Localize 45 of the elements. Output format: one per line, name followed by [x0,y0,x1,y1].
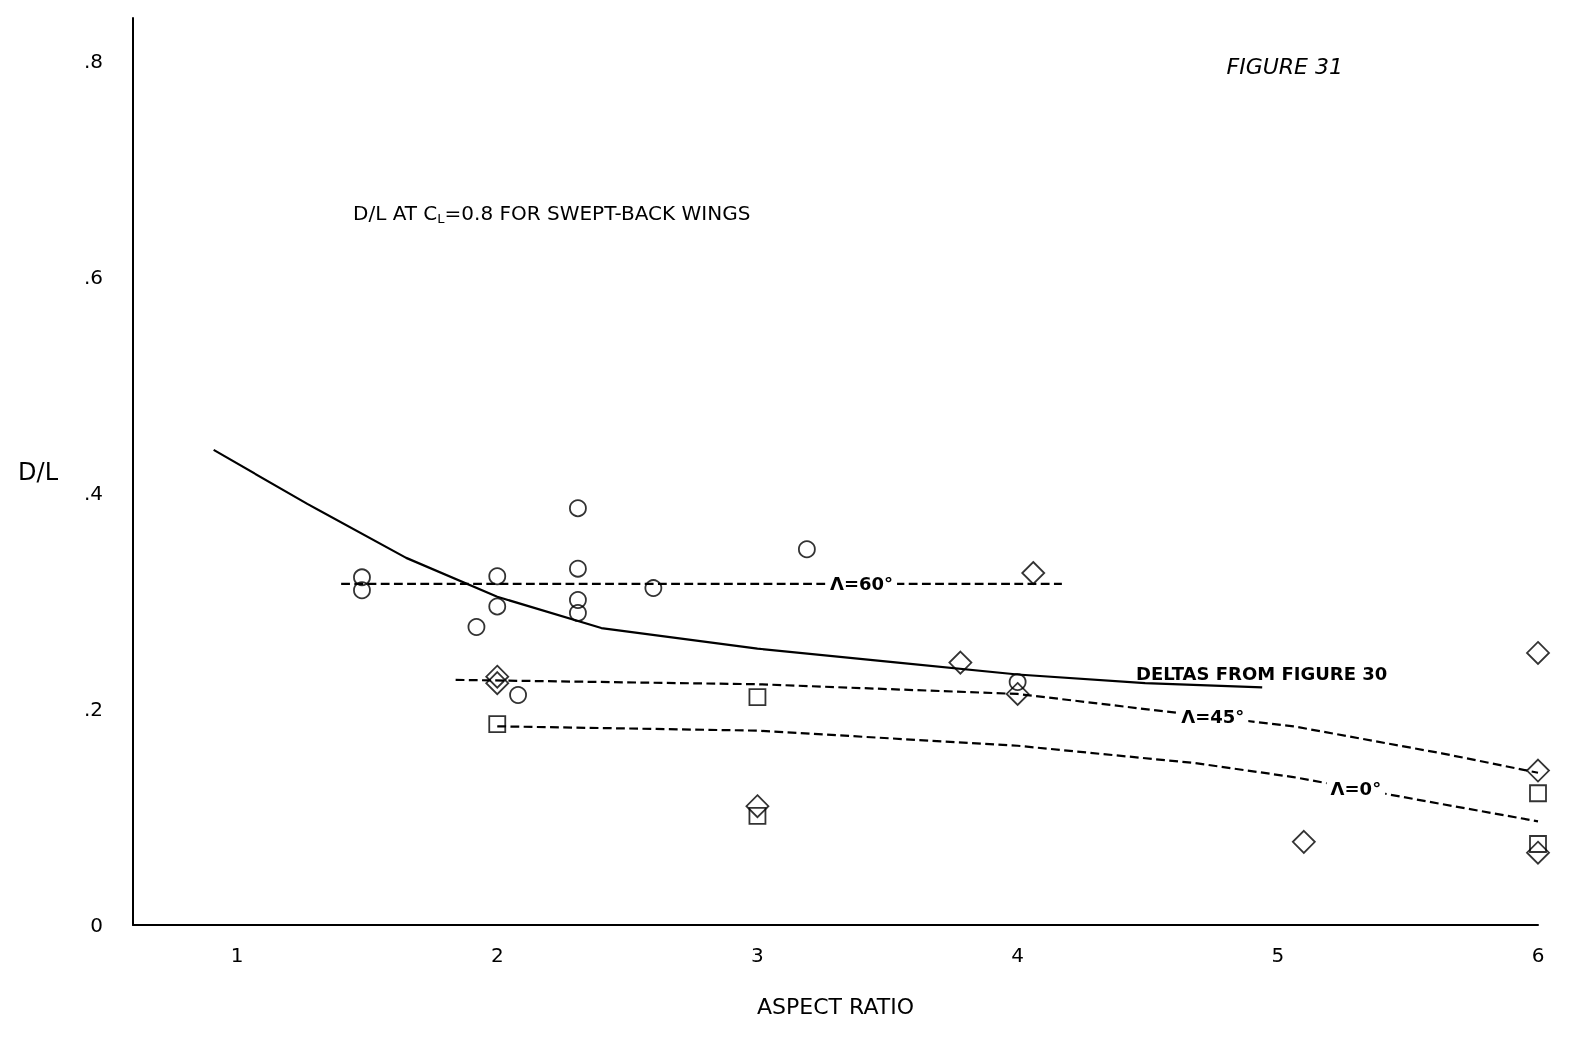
point [569,591,587,609]
point [1008,673,1027,691]
x-tick-label: 3 [751,943,764,967]
point [488,567,507,586]
point [353,568,371,587]
text: D/L AT CL=0.8 FOR SWEPT-BACK WINGS [353,201,751,226]
point [1529,784,1547,803]
point [798,540,816,559]
annotation: Λ=60° [829,573,894,595]
point [948,650,973,675]
y-axis-title: D/L [18,457,59,486]
point [488,597,507,616]
point [745,794,770,819]
point [1021,561,1046,585]
point [569,604,587,622]
text: FIGURE 31 [1226,53,1343,79]
point [1526,840,1550,865]
point [485,671,510,696]
y-tick-label: 0 [90,913,103,937]
y-tick-label: .8 [83,49,103,74]
x-tick-label: 1 [230,943,244,967]
point [467,618,486,636]
x-tick-label: 4 [1011,943,1024,967]
point [644,579,663,598]
annotation: Λ=0° [1330,778,1382,800]
point [353,581,371,600]
x-axis-title: ASPECT RATIO [757,993,914,1019]
point [748,688,767,707]
point [509,686,527,704]
point [569,559,587,578]
y-tick-label: .6 [83,265,103,290]
annotation: Λ=45° [1181,706,1245,728]
point [1291,829,1316,854]
y-tick-label: .2 [83,697,103,722]
point [1005,682,1030,706]
x-tick-label: 5 [1271,943,1285,967]
annotation: DELTAS FROM FIGURE 30 [1136,662,1388,684]
x-tick-label: 2 [490,943,504,967]
x-tick-label: 6 [1531,943,1545,967]
point [485,664,510,689]
point [488,715,507,734]
point [569,499,587,518]
y-tick-label: .4 [83,481,103,506]
point [1526,641,1550,665]
point [1526,758,1550,783]
